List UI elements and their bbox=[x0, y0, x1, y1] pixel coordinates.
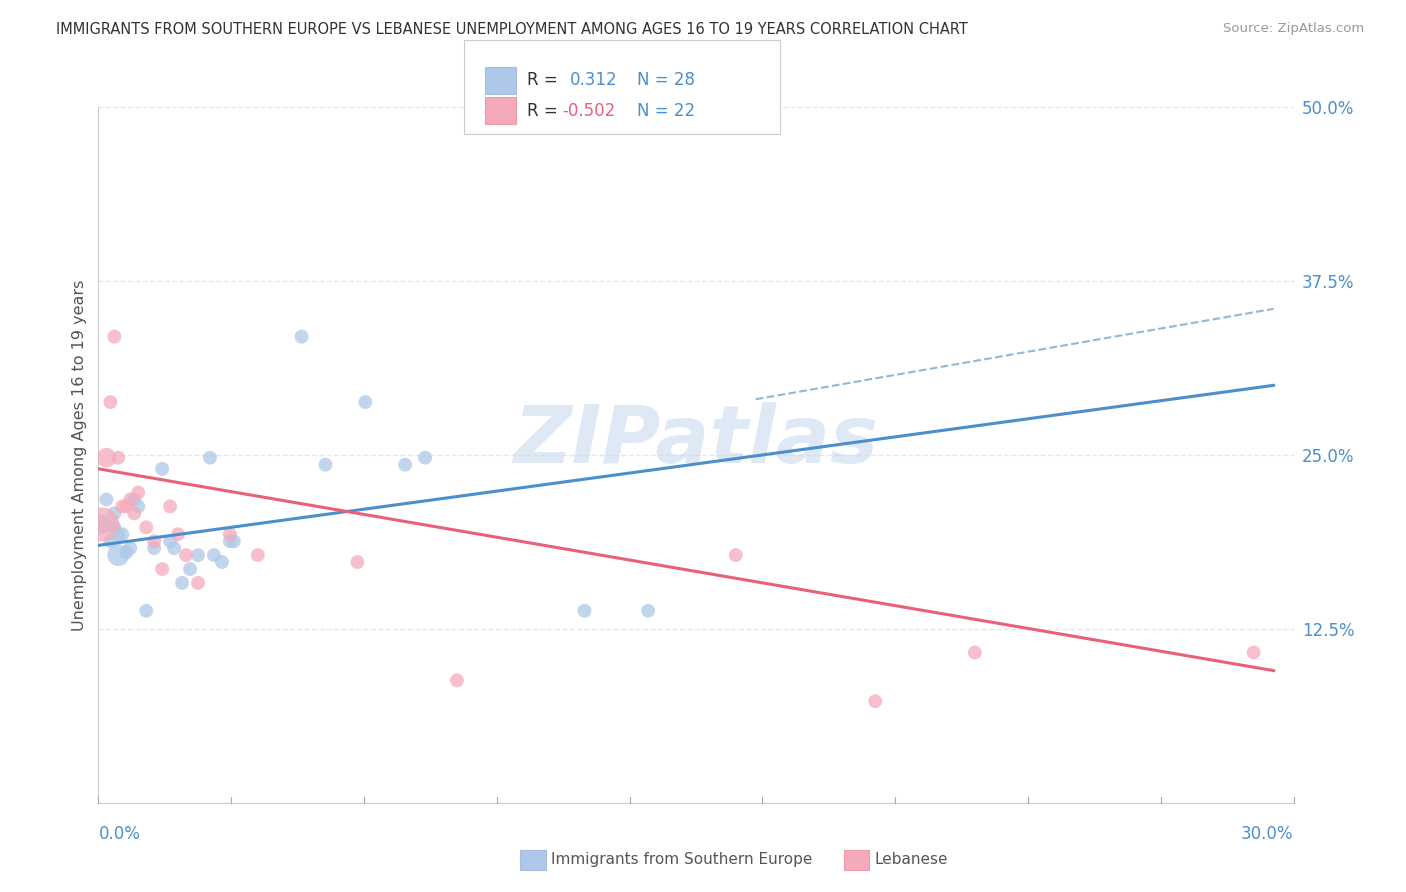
Point bbox=[172, 576, 194, 591]
Point bbox=[100, 395, 122, 409]
Text: 30.0%: 30.0% bbox=[1241, 825, 1294, 843]
Point bbox=[124, 492, 146, 507]
Point bbox=[135, 520, 157, 534]
Point bbox=[174, 548, 197, 562]
Point bbox=[107, 548, 129, 562]
Point bbox=[167, 527, 190, 541]
Point bbox=[346, 555, 368, 569]
Point bbox=[91, 517, 114, 532]
Point bbox=[198, 450, 221, 465]
Text: R =: R = bbox=[527, 102, 564, 120]
Text: 0.0%: 0.0% bbox=[98, 825, 141, 843]
Point bbox=[222, 534, 245, 549]
Point bbox=[127, 485, 149, 500]
Point bbox=[107, 450, 129, 465]
Point bbox=[159, 500, 181, 514]
Point bbox=[187, 548, 209, 562]
Point bbox=[103, 507, 125, 521]
Point bbox=[413, 450, 436, 465]
Text: N = 22: N = 22 bbox=[637, 102, 695, 120]
Point bbox=[179, 562, 201, 576]
Point bbox=[159, 534, 181, 549]
Point bbox=[637, 604, 659, 618]
Y-axis label: Unemployment Among Ages 16 to 19 years: Unemployment Among Ages 16 to 19 years bbox=[72, 279, 87, 631]
Point bbox=[96, 450, 118, 465]
Point bbox=[187, 576, 209, 591]
Point bbox=[446, 673, 468, 688]
Point bbox=[143, 541, 166, 556]
Point bbox=[150, 462, 173, 476]
Point bbox=[120, 492, 142, 507]
Point bbox=[103, 520, 125, 534]
Point bbox=[219, 527, 242, 541]
Point bbox=[127, 500, 149, 514]
Point bbox=[115, 545, 138, 559]
Point bbox=[115, 500, 138, 514]
Point bbox=[354, 395, 377, 409]
Point bbox=[863, 694, 887, 708]
Point bbox=[120, 541, 142, 556]
Text: Lebanese: Lebanese bbox=[875, 853, 948, 867]
Point bbox=[163, 541, 186, 556]
Point bbox=[100, 534, 122, 549]
Point bbox=[724, 548, 747, 562]
Point bbox=[219, 534, 242, 549]
Text: 0.312: 0.312 bbox=[569, 71, 617, 89]
Point bbox=[124, 507, 146, 521]
Point bbox=[103, 329, 125, 343]
Text: Source: ZipAtlas.com: Source: ZipAtlas.com bbox=[1223, 22, 1364, 36]
Point bbox=[107, 527, 129, 541]
Point bbox=[111, 527, 134, 541]
Point bbox=[150, 562, 173, 576]
Point bbox=[315, 458, 337, 472]
Text: N = 28: N = 28 bbox=[637, 71, 695, 89]
Point bbox=[143, 534, 166, 549]
Point bbox=[211, 555, 233, 569]
Point bbox=[394, 458, 416, 472]
Point bbox=[91, 517, 114, 532]
Text: ZIPatlas: ZIPatlas bbox=[513, 402, 879, 480]
Text: Immigrants from Southern Europe: Immigrants from Southern Europe bbox=[551, 853, 813, 867]
Point bbox=[963, 646, 986, 660]
Point bbox=[574, 604, 596, 618]
Point bbox=[1243, 646, 1265, 660]
Point bbox=[111, 500, 134, 514]
Text: IMMIGRANTS FROM SOUTHERN EUROPE VS LEBANESE UNEMPLOYMENT AMONG AGES 16 TO 19 YEA: IMMIGRANTS FROM SOUTHERN EUROPE VS LEBAN… bbox=[56, 22, 969, 37]
Point bbox=[290, 329, 312, 343]
Text: R =: R = bbox=[527, 71, 564, 89]
Point bbox=[246, 548, 269, 562]
Point bbox=[96, 492, 118, 507]
Point bbox=[202, 548, 225, 562]
Text: -0.502: -0.502 bbox=[562, 102, 616, 120]
Point bbox=[135, 604, 157, 618]
